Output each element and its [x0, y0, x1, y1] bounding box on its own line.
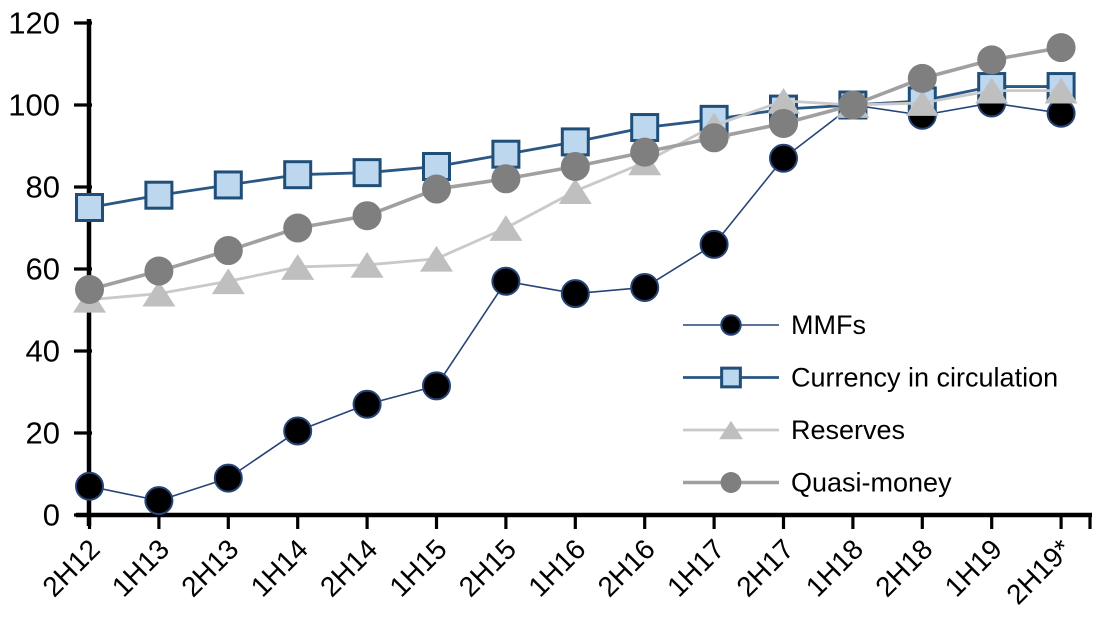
x-tick-label: 2H15 [453, 533, 522, 602]
legend-label: Quasi-money [791, 468, 952, 498]
y-tick-label: 80 [26, 170, 60, 205]
legend-marker-reserves [719, 420, 743, 440]
data-point-marker-reserves [489, 215, 523, 241]
legend-label: Currency in circulation [791, 363, 1058, 393]
data-point-marker-quasi [838, 90, 868, 120]
data-point-marker-quasi [283, 213, 313, 243]
data-point-marker-reserves [905, 90, 939, 116]
data-point-marker-quasi [560, 152, 590, 181]
x-tick-label: 2H17 [730, 533, 799, 602]
series-reserves [73, 77, 1078, 313]
x-tick-label: 2H14 [314, 533, 383, 602]
data-point-marker-quasi [422, 174, 451, 204]
data-point-marker-mmfs [1046, 98, 1076, 128]
legend-item-quasi: Quasi-money [683, 468, 952, 498]
data-point-marker-reserves [142, 280, 176, 307]
data-point-marker-reserves [1044, 77, 1078, 104]
data-point-marker-currency [283, 160, 313, 190]
data-point-marker-reserves [975, 77, 1009, 104]
data-point-marker-mmfs [352, 389, 382, 419]
data-point-marker-mmfs [769, 143, 798, 173]
data-point-marker-currency [352, 158, 382, 188]
data-point-marker-reserves [211, 268, 245, 295]
data-point-marker-currency [213, 170, 243, 200]
data-point-marker-mmfs [144, 486, 174, 516]
data-point-marker-mmfs [422, 371, 451, 401]
legend: MMFs Currency in circulation Reserves Quasi… [683, 310, 1058, 498]
x-tick-label: 1H16 [522, 533, 591, 602]
x-tick-label: 1H17 [661, 533, 730, 602]
series-mmfs [75, 88, 1076, 516]
data-point-marker-mmfs [213, 463, 243, 493]
data-point-marker-reserves [558, 178, 592, 204]
y-tick-label: 20 [26, 416, 60, 451]
y-tick-label: 0 [43, 498, 60, 533]
data-point-marker-quasi [699, 123, 729, 153]
x-tick-label: 2H18 [869, 533, 938, 602]
legend-item-mmfs: MMFs [683, 310, 866, 340]
legend-marker-mmfs [720, 314, 742, 336]
legend-label: Reserves [791, 415, 905, 445]
legend-marker-quasi [720, 472, 742, 493]
data-point-marker-mmfs [699, 229, 729, 259]
data-point-marker-mmfs [283, 416, 313, 446]
data-point-marker-reserves [420, 245, 453, 272]
legend-item-currency: Currency in circulation [683, 363, 1058, 393]
data-point-marker-mmfs [560, 279, 590, 309]
data-point-marker-quasi [769, 108, 798, 138]
data-point-marker-quasi [352, 201, 382, 231]
data-point-marker-quasi [491, 164, 521, 194]
x-tick-label: 2H13 [175, 533, 244, 602]
data-point-marker-currency [75, 193, 104, 222]
y-tick-label: 100 [8, 88, 60, 123]
data-point-marker-reserves [350, 252, 384, 278]
data-point-marker-currency [630, 113, 660, 143]
legend-marker-currency [720, 366, 742, 389]
data-point-marker-quasi [213, 236, 243, 266]
x-tick-label: 1H14 [245, 533, 314, 602]
data-point-marker-quasi [144, 256, 174, 286]
data-point-marker-quasi [977, 45, 1007, 75]
y-tick-label: 40 [26, 334, 60, 369]
y-tick-label: 60 [26, 252, 60, 287]
data-point-marker-mmfs [75, 471, 104, 501]
data-point-marker-quasi [907, 63, 937, 93]
x-tick-label: 1H15 [383, 533, 452, 602]
data-point-marker-reserves [281, 254, 315, 280]
data-point-marker-quasi [630, 137, 660, 167]
data-point-marker-currency [560, 127, 590, 157]
x-tick-label: 2H16 [592, 533, 661, 602]
data-point-marker-mmfs [491, 266, 521, 296]
x-tick-label: 1H19 [939, 533, 1008, 602]
legend-label: MMFs [791, 310, 866, 340]
x-tick-label: 1H18 [800, 533, 869, 602]
x-tick-label: 2H19* [1000, 533, 1077, 610]
y-tick-label: 120 [8, 6, 60, 41]
data-point-marker-currency [491, 139, 521, 169]
x-tick-label: 2H12 [36, 533, 105, 602]
x-tick-label: 1H13 [106, 533, 175, 602]
legend-item-reserves: Reserves [683, 415, 905, 445]
data-point-marker-reserves [767, 88, 800, 114]
data-point-marker-mmfs [630, 272, 660, 302]
data-point-marker-quasi [75, 275, 104, 304]
data-point-marker-quasi [1046, 33, 1076, 63]
series-quasi [75, 33, 1076, 304]
data-point-marker-currency [144, 180, 174, 210]
